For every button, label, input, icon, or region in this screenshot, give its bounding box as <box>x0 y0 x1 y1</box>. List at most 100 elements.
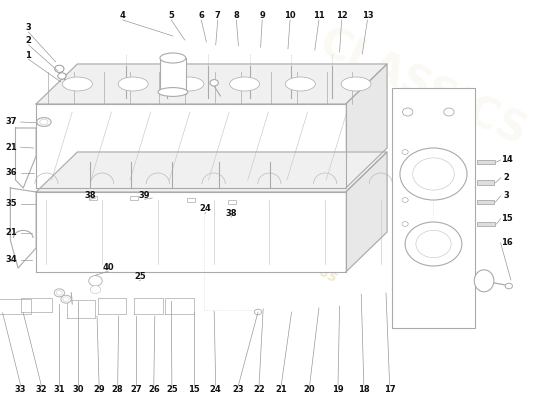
Text: 35: 35 <box>6 200 17 208</box>
Ellipse shape <box>474 270 494 292</box>
Text: CLASSICS: CLASSICS <box>312 22 534 154</box>
Text: 12: 12 <box>336 12 348 20</box>
Ellipse shape <box>160 53 186 63</box>
Text: 9: 9 <box>259 12 265 20</box>
Polygon shape <box>15 128 36 188</box>
Polygon shape <box>98 298 126 314</box>
Text: 37: 37 <box>6 118 17 126</box>
Circle shape <box>58 73 66 79</box>
Ellipse shape <box>40 119 48 125</box>
Text: 2: 2 <box>25 36 31 45</box>
Text: 10: 10 <box>284 12 296 20</box>
Bar <box>477 160 496 164</box>
Text: 3: 3 <box>25 24 31 32</box>
Circle shape <box>210 80 218 86</box>
Ellipse shape <box>341 77 371 91</box>
Text: 14: 14 <box>501 156 513 164</box>
Bar <box>477 200 494 204</box>
Text: 19: 19 <box>332 386 344 394</box>
Text: 31: 31 <box>53 386 65 394</box>
Bar <box>160 58 186 94</box>
Text: 33: 33 <box>15 386 26 394</box>
Text: 6: 6 <box>199 12 204 20</box>
Text: 25: 25 <box>166 386 178 394</box>
Text: 16: 16 <box>501 238 513 247</box>
Polygon shape <box>36 192 346 272</box>
Text: a passion
for classics
since 1985: a passion for classics since 1985 <box>265 210 355 286</box>
Ellipse shape <box>118 77 148 91</box>
Text: 27: 27 <box>130 386 141 394</box>
Polygon shape <box>392 88 475 328</box>
Ellipse shape <box>285 77 315 91</box>
Text: 39: 39 <box>139 192 150 200</box>
Bar <box>130 196 138 200</box>
Polygon shape <box>346 64 387 188</box>
Circle shape <box>403 108 413 116</box>
Text: 7: 7 <box>215 12 221 20</box>
Bar <box>477 222 496 226</box>
Circle shape <box>412 158 454 190</box>
Text: 21: 21 <box>276 386 287 394</box>
Text: 24: 24 <box>200 204 211 213</box>
Text: 23: 23 <box>233 386 244 394</box>
Circle shape <box>505 283 513 289</box>
Text: 11: 11 <box>313 12 325 20</box>
Text: 34: 34 <box>6 256 17 264</box>
Ellipse shape <box>37 118 51 126</box>
Text: 26: 26 <box>148 386 160 394</box>
Circle shape <box>89 276 102 286</box>
Circle shape <box>402 150 408 154</box>
Circle shape <box>400 148 467 200</box>
Polygon shape <box>36 64 387 104</box>
Text: 32: 32 <box>35 386 47 394</box>
Text: 22: 22 <box>253 386 265 394</box>
Circle shape <box>402 222 408 226</box>
Circle shape <box>90 286 101 294</box>
Text: 28: 28 <box>112 386 123 394</box>
Text: 30: 30 <box>73 386 84 394</box>
Ellipse shape <box>63 77 92 91</box>
Text: 17: 17 <box>384 386 395 394</box>
Text: 38: 38 <box>85 192 96 200</box>
Bar <box>477 180 494 185</box>
Circle shape <box>416 230 451 258</box>
Polygon shape <box>0 299 31 314</box>
Text: 15: 15 <box>501 214 513 223</box>
Polygon shape <box>36 152 387 192</box>
Text: 1: 1 <box>25 51 31 60</box>
Bar <box>228 200 236 204</box>
Circle shape <box>56 290 63 295</box>
Circle shape <box>61 295 71 303</box>
Text: 3: 3 <box>504 192 510 200</box>
Circle shape <box>63 297 69 302</box>
Text: 29: 29 <box>94 386 105 394</box>
Text: 38: 38 <box>226 210 237 218</box>
Polygon shape <box>165 298 194 314</box>
Polygon shape <box>36 104 346 188</box>
Text: 25: 25 <box>135 272 146 281</box>
Text: 18: 18 <box>358 386 370 394</box>
Text: 8: 8 <box>234 12 239 20</box>
Text: 40: 40 <box>102 264 114 272</box>
Polygon shape <box>21 298 52 312</box>
Text: 13: 13 <box>361 12 373 20</box>
Polygon shape <box>10 188 36 268</box>
Bar <box>89 196 97 200</box>
Text: 24: 24 <box>210 386 222 394</box>
Text: 5: 5 <box>168 12 174 20</box>
Circle shape <box>405 222 462 266</box>
Text: 4: 4 <box>120 12 126 20</box>
Polygon shape <box>67 300 96 318</box>
Text: 15: 15 <box>188 386 200 394</box>
Circle shape <box>255 309 262 315</box>
Text: 21: 21 <box>6 143 17 152</box>
Circle shape <box>54 289 64 297</box>
Circle shape <box>402 198 408 202</box>
Text: 20: 20 <box>304 386 316 394</box>
Ellipse shape <box>158 88 188 96</box>
Ellipse shape <box>230 77 260 91</box>
Ellipse shape <box>174 77 204 91</box>
Text: 21: 21 <box>6 228 17 237</box>
Circle shape <box>54 65 64 72</box>
Text: 2: 2 <box>504 174 510 182</box>
